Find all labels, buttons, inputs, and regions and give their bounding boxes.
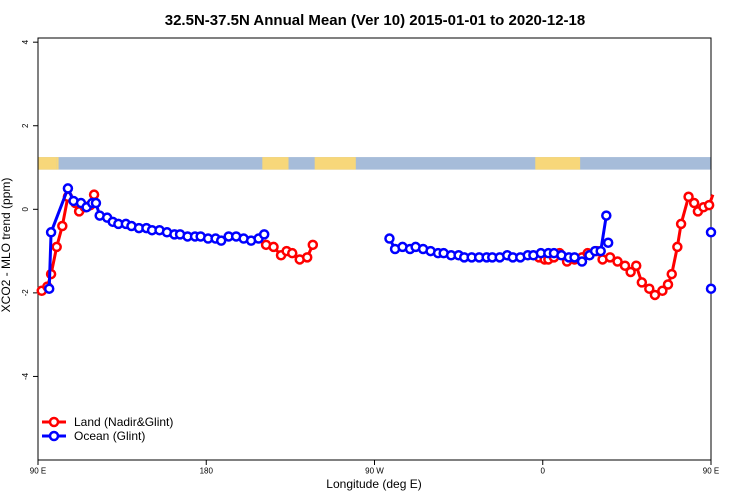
ocean-data-point — [215, 235, 227, 246]
land-data-point — [683, 191, 694, 203]
ocean-data-point — [258, 229, 270, 240]
land-data-point — [688, 197, 700, 209]
land-data-point — [604, 252, 616, 263]
band-land-segment — [38, 157, 57, 170]
x-tick-label: 180 — [200, 467, 214, 476]
ocean-data-point — [45, 227, 57, 238]
land-data-point — [644, 283, 655, 294]
land-data-point — [649, 289, 661, 301]
land-data-point — [636, 277, 648, 288]
legend-ocean-label: Ocean (Glint) — [74, 429, 145, 443]
y-tick-label: 2 — [21, 123, 30, 128]
legend-land-label: Land (Nadir&Glint) — [74, 415, 173, 429]
land-ocean-band — [38, 157, 711, 170]
ocean-data-point — [705, 283, 717, 294]
land-data-point — [307, 239, 319, 251]
land-data-point — [612, 256, 623, 267]
land-data-point — [268, 241, 279, 253]
chart-title: 32.5N-37.5N Annual Mean (Ver 10) 2015-01… — [165, 12, 585, 29]
ocean-data-point — [602, 237, 614, 248]
y-tick-label: 4 — [21, 39, 30, 44]
x-tick-label: 90 E — [30, 467, 46, 476]
land-data-point — [657, 285, 668, 297]
ocean-data-point — [576, 256, 588, 267]
land-data-point — [630, 260, 642, 271]
land-data-point — [672, 241, 683, 253]
ocean-data-point — [90, 197, 102, 209]
land-data-point — [51, 241, 62, 253]
x-axis-label: Longitude (deg E) — [326, 477, 421, 491]
land-data-point — [57, 220, 68, 232]
band-land-segment — [262, 157, 289, 170]
land-data-point — [662, 279, 674, 290]
land-series-line — [538, 194, 715, 297]
ocean-data-point — [43, 283, 55, 294]
ocean-data-point — [595, 245, 606, 257]
x-tick-label: 0 — [541, 467, 546, 476]
ocean-data-point — [569, 252, 580, 263]
plot-frame — [37, 37, 712, 461]
y-axis-label: XCO2 - MLO trend (ppm) — [0, 178, 13, 313]
series-layer — [36, 183, 717, 301]
ocean-data-point — [601, 210, 612, 221]
land-data-point — [301, 252, 313, 263]
land-data-point — [619, 260, 631, 271]
band-land-segment — [535, 157, 581, 170]
legend: Land (Nadir&Glint) Ocean (Glint) — [42, 415, 173, 443]
y-tick-label: -2 — [21, 289, 30, 297]
band-land-segment — [56, 157, 59, 170]
band-land-segment — [314, 157, 356, 170]
band-ocean — [38, 157, 711, 170]
legend-ocean-marker — [48, 430, 60, 442]
y-axis: 4 2 0 -2 -4 — [21, 39, 38, 380]
land-data-point — [286, 247, 298, 259]
land-data-point — [675, 218, 687, 230]
x-tick-label: 90 W — [365, 467, 384, 476]
land-data-point — [703, 199, 715, 211]
y-tick-label: -4 — [21, 372, 30, 380]
ocean-data-point — [384, 233, 395, 244]
ocean-data-point — [705, 227, 717, 238]
land-data-point — [666, 268, 677, 280]
ocean-data-point — [62, 183, 74, 194]
land-data-point — [625, 266, 636, 278]
x-axis: 90 E 180 90 W 0 90 E — [30, 460, 719, 476]
x-tick-label: 90 E — [703, 467, 719, 476]
legend-land-marker — [48, 416, 60, 428]
y-tick-label: 0 — [21, 207, 30, 212]
land-data-point — [88, 189, 100, 200]
